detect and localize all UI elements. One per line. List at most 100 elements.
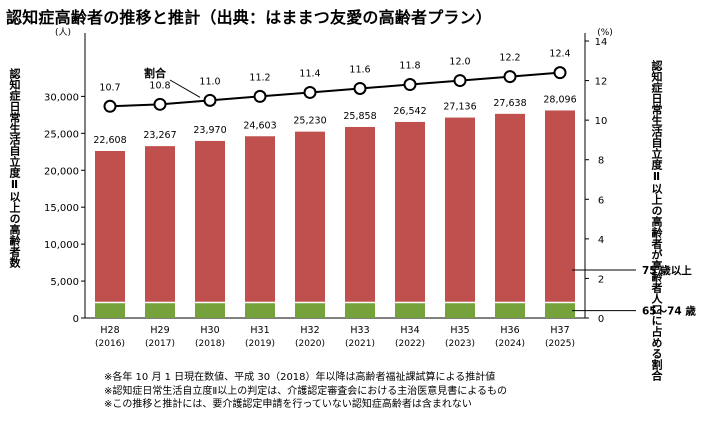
bar-total-label: 22,608 bbox=[93, 135, 126, 146]
bar-65-74 bbox=[445, 303, 475, 318]
left-axis-unit: (人) bbox=[55, 27, 71, 38]
ratio-point-label: 11.6 bbox=[349, 64, 370, 75]
left-tick-label: 5,000 bbox=[50, 277, 79, 288]
x-tick-sublabel: (2020) bbox=[295, 339, 325, 349]
bar-65-74 bbox=[295, 303, 325, 318]
bar-total-label: 23,970 bbox=[193, 125, 226, 136]
bar-total-label: 27,136 bbox=[443, 102, 476, 113]
ratio-point-label: 10.8 bbox=[149, 80, 170, 91]
bar-65-74 bbox=[495, 303, 525, 318]
ratio-line bbox=[109, 71, 561, 108]
left-tick-label: 15,000 bbox=[44, 203, 79, 214]
bar-75-plus bbox=[545, 110, 575, 302]
footnote-1: ※各年 10 月 1 日現在数値、平成 30（2018）年以降は高齢者福祉課試算… bbox=[104, 372, 496, 383]
bar-65-74 bbox=[145, 303, 175, 318]
bar-75-plus bbox=[495, 113, 525, 302]
ratio-point-label: 10.7 bbox=[99, 82, 120, 93]
right-tick-label: 4 bbox=[598, 235, 604, 246]
x-tick-sublabel: (2016) bbox=[95, 339, 125, 349]
right-tick-label: 2 bbox=[598, 274, 604, 285]
x-tick-sublabel: (2025) bbox=[545, 339, 575, 349]
left-tick-label: 30,000 bbox=[44, 92, 79, 103]
chart-ratio-line bbox=[103, 66, 567, 113]
right-axis-unit: (%) bbox=[597, 28, 613, 38]
bar-75-plus bbox=[445, 117, 475, 302]
x-tick-sublabel: (2022) bbox=[395, 339, 425, 349]
bar-65-74 bbox=[195, 303, 225, 318]
footnote-3: ※この推移と推計には、要介護認定申請を行っていない認知症高齢者は含まれない bbox=[104, 399, 472, 410]
ratio-annotation-leader bbox=[169, 79, 201, 98]
left-tick-label: 20,000 bbox=[44, 166, 79, 177]
x-tick-label: H30 bbox=[200, 325, 219, 336]
x-tick-sublabel: (2019) bbox=[245, 339, 275, 349]
bar-75-plus bbox=[395, 121, 425, 302]
bar-total-label: 23,267 bbox=[143, 130, 176, 141]
bar-75-plus bbox=[295, 131, 325, 302]
ratio-point bbox=[253, 89, 267, 103]
right-tick-label: 6 bbox=[598, 195, 604, 206]
chart-axes: 0 5,000 10,000 15,000 20,000 25,000 30,000 (人) 0… bbox=[44, 27, 613, 325]
x-tick-label: H35 bbox=[450, 325, 469, 336]
x-tick-label: H32 bbox=[300, 325, 319, 336]
legend-75-label: 75 歳以上 bbox=[642, 264, 692, 277]
left-tick-label: 25,000 bbox=[44, 129, 79, 140]
chart-bars bbox=[95, 110, 575, 318]
ratio-point-label: 11.4 bbox=[299, 68, 320, 79]
right-tick-label: 8 bbox=[598, 156, 604, 167]
x-tick-sublabel: (2018) bbox=[195, 339, 225, 349]
bar-total-label: 24,603 bbox=[243, 120, 276, 131]
ratio-point bbox=[403, 78, 417, 92]
chart-labels: 22,608 H28 (2016) 23,267 H29 (2017) 23,970 H30 (… bbox=[93, 49, 696, 349]
ratio-point-label: 11.0 bbox=[199, 76, 220, 87]
ratio-point bbox=[553, 66, 567, 80]
bar-total-label: 25,230 bbox=[293, 116, 326, 127]
bar-75-plus bbox=[195, 140, 225, 302]
bar-65-74 bbox=[95, 303, 125, 318]
x-tick-sublabel: (2024) bbox=[495, 339, 525, 349]
x-tick-label: H34 bbox=[400, 325, 419, 336]
right-tick-label: 14 bbox=[595, 37, 608, 48]
x-tick-sublabel: (2017) bbox=[145, 339, 175, 349]
right-axis-title: 認知症日常生活自立度Ⅱ以上の高齢者が高齢者人口に占める割合 bbox=[650, 60, 663, 381]
ratio-point bbox=[153, 97, 167, 111]
ratio-point-label: 12.2 bbox=[499, 53, 520, 64]
ratio-point bbox=[303, 85, 317, 99]
ratio-point-label: 11.2 bbox=[249, 72, 270, 83]
x-tick-label: H36 bbox=[500, 325, 519, 336]
ratio-point bbox=[203, 93, 217, 107]
left-tick-label: 10,000 bbox=[44, 240, 79, 251]
bar-75-plus bbox=[145, 146, 175, 302]
ratio-point-label: 11.8 bbox=[399, 61, 420, 72]
right-tick-label: 0 bbox=[598, 314, 604, 325]
x-tick-label: H28 bbox=[100, 325, 119, 336]
ratio-point bbox=[453, 74, 467, 88]
ratio-annotation: 割合 bbox=[144, 66, 167, 80]
ratio-point bbox=[353, 81, 367, 95]
right-tick-label: 12 bbox=[595, 77, 608, 88]
left-axis-title: 認知症日常生活自立度Ⅱ以上の高齢者数 bbox=[8, 68, 21, 268]
footnote-2: ※認知症日常生活自立度Ⅱ以上の判定は、介護認定審査会における主治医意見書によるも… bbox=[104, 385, 508, 397]
bar-total-label: 28,096 bbox=[543, 94, 576, 105]
bar-65-74 bbox=[395, 303, 425, 318]
bar-total-label: 25,858 bbox=[343, 111, 376, 122]
bar-65-74 bbox=[245, 303, 275, 318]
right-axis-title-text: 認知症日常生活自立度Ⅱ以上の高齢者が高齢者人口に占める割合 bbox=[650, 60, 663, 381]
right-tick-label: 10 bbox=[595, 116, 608, 127]
ratio-point bbox=[503, 70, 517, 84]
left-tick-label: 0 bbox=[73, 314, 79, 325]
bar-total-label: 27,638 bbox=[493, 98, 526, 109]
x-tick-sublabel: (2023) bbox=[445, 339, 475, 349]
x-tick-label: H29 bbox=[150, 325, 169, 336]
x-tick-label: H31 bbox=[250, 325, 269, 336]
legend-65-label: 65～74 歳 bbox=[642, 305, 696, 318]
x-tick-sublabel: (2021) bbox=[345, 339, 375, 349]
bar-65-74 bbox=[545, 303, 575, 318]
ratio-point-label: 12.4 bbox=[549, 49, 570, 60]
ratio-point bbox=[103, 99, 117, 113]
footnotes: ※各年 10 月 1 日現在数値、平成 30（2018）年以降は高齢者福祉課試算… bbox=[104, 371, 507, 412]
x-tick-label: H37 bbox=[550, 325, 569, 336]
bar-65-74 bbox=[345, 303, 375, 318]
page-title: 認知症高齢者の推移と推計（出典：はままつ友愛の高齢者プラン） bbox=[6, 8, 493, 27]
x-tick-label: H33 bbox=[350, 325, 369, 336]
